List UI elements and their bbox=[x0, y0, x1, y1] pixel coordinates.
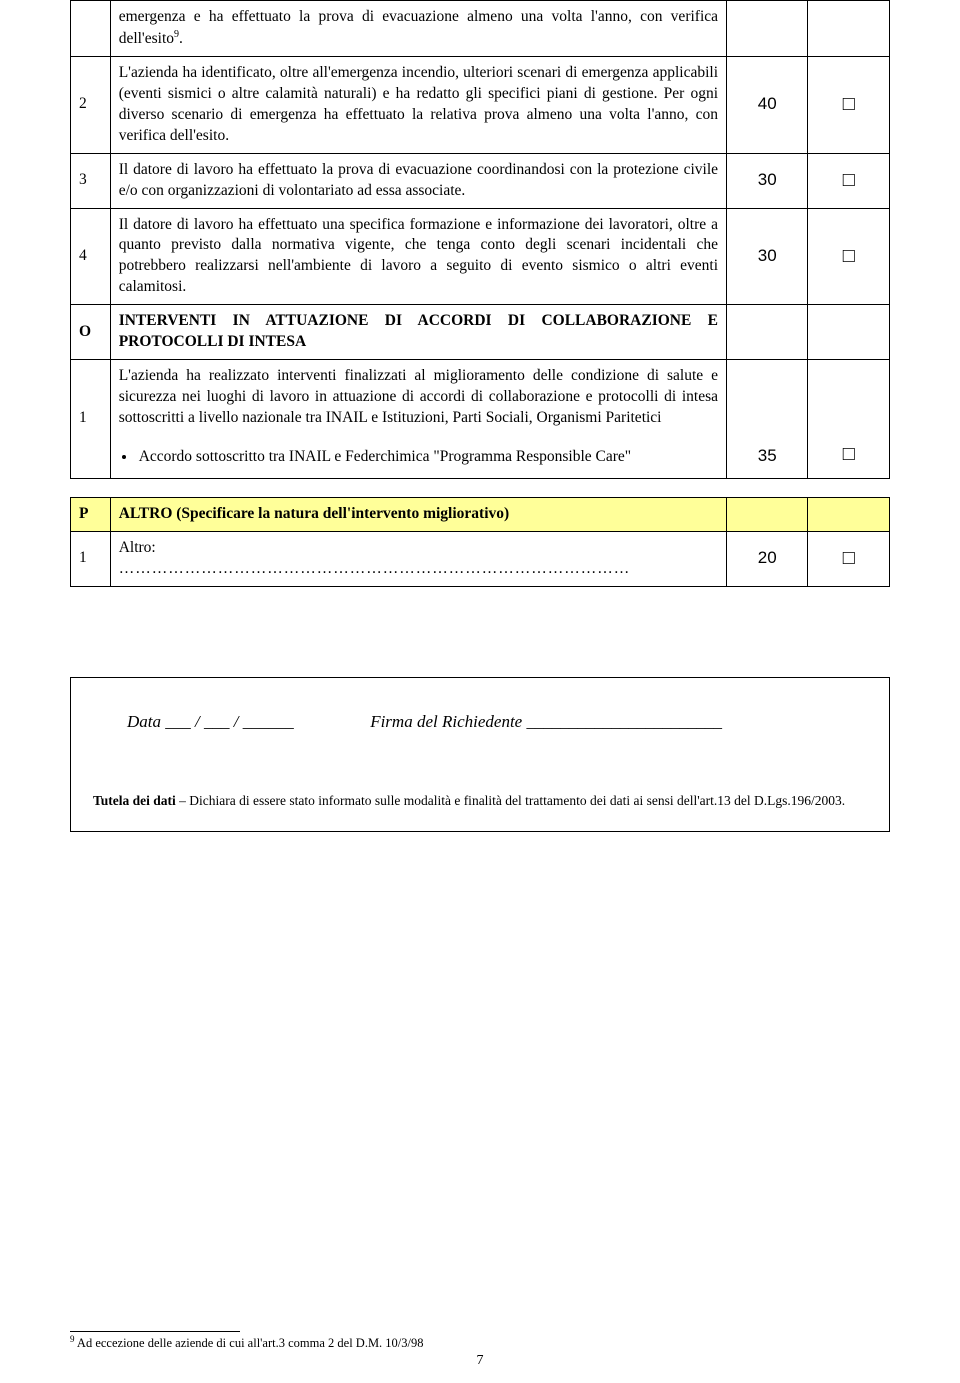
table-row: 3 Il datore di lavoro ha effettuato la p… bbox=[71, 153, 890, 208]
row-score bbox=[727, 497, 808, 531]
table-row: 1 Altro: …………………………………………………………………………………… bbox=[71, 531, 890, 586]
row-checkbox bbox=[808, 360, 890, 435]
footnote: 9 Ad eccezione delle aziende di cui all'… bbox=[70, 1334, 890, 1351]
footnote-separator bbox=[70, 1331, 240, 1332]
page-number: 7 bbox=[70, 1353, 890, 1369]
table-row-section-highlight: P ALTRO (Specificare la natura dell'inte… bbox=[71, 497, 890, 531]
bullet-list: Accordo sottoscritto tra INAIL e Federch… bbox=[137, 447, 718, 468]
table-row: 1 L'azienda ha realizzato interventi fin… bbox=[71, 360, 890, 435]
row-score: 20 bbox=[727, 531, 808, 586]
row-checkbox bbox=[808, 497, 890, 531]
row-checkbox[interactable] bbox=[808, 1, 890, 57]
row-description: Il datore di lavoro ha effettuato una sp… bbox=[110, 208, 726, 305]
row-score: 30 bbox=[727, 153, 808, 208]
table-row: 2 L'azienda ha identificato, oltre all'e… bbox=[71, 57, 890, 154]
signature-box: Data ___ / ___ / ______ Firma del Richie… bbox=[70, 677, 890, 833]
text: emergenza e ha effettuato la prova di ev… bbox=[119, 8, 718, 47]
row-score: 30 bbox=[727, 208, 808, 305]
row-score bbox=[727, 1, 808, 57]
row-description: L'azienda ha identificato, oltre all'eme… bbox=[110, 57, 726, 154]
row-number: 3 bbox=[71, 153, 111, 208]
row-number: 1 bbox=[71, 360, 111, 479]
row-description: L'azienda ha realizzato interventi final… bbox=[110, 360, 726, 435]
row-checkbox[interactable]: □ bbox=[808, 57, 890, 154]
main-table: emergenza e ha effettuato la prova di ev… bbox=[70, 0, 890, 479]
altro-label: Altro: bbox=[119, 539, 156, 556]
bullet-item: Accordo sottoscritto tra INAIL e Federch… bbox=[137, 447, 718, 468]
table-row-section: O INTERVENTI IN ATTUAZIONE DI ACCORDI DI… bbox=[71, 305, 890, 360]
secondary-table: P ALTRO (Specificare la natura dell'inte… bbox=[70, 497, 890, 587]
page: emergenza e ha effettuato la prova di ev… bbox=[0, 0, 960, 1383]
row-checkbox[interactable]: □ bbox=[808, 531, 890, 586]
table-row: 4 Il datore di lavoro ha effettuato una … bbox=[71, 208, 890, 305]
table-row: Accordo sottoscritto tra INAIL e Federch… bbox=[71, 435, 890, 479]
row-score bbox=[727, 305, 808, 360]
row-checkbox bbox=[808, 305, 890, 360]
row-description: emergenza e ha effettuato la prova di ev… bbox=[110, 1, 726, 57]
footnote-text: Ad eccezione delle aziende di cui all'ar… bbox=[75, 1336, 424, 1350]
fill-line[interactable]: ………………………………………………………………………………… bbox=[119, 560, 631, 577]
signature-field[interactable]: Firma del Richiedente __________________… bbox=[370, 712, 722, 731]
row-description: Il datore di lavoro ha effettuato la pro… bbox=[110, 153, 726, 208]
section-letter: O bbox=[71, 305, 111, 360]
row-number bbox=[71, 1, 111, 57]
row-score bbox=[727, 360, 808, 435]
section-title: INTERVENTI IN ATTUAZIONE DI ACCORDI DI C… bbox=[110, 305, 726, 360]
text: . bbox=[179, 30, 183, 47]
row-description: Altro: ………………………………………………………………………………… bbox=[110, 531, 726, 586]
row-score: 35 bbox=[727, 435, 808, 479]
row-number: 4 bbox=[71, 208, 111, 305]
row-checkbox[interactable]: □ bbox=[808, 208, 890, 305]
row-checkbox[interactable]: □ bbox=[808, 153, 890, 208]
row-score: 40 bbox=[727, 57, 808, 154]
privacy-notice: Tutela dei dati – Dichiara di essere sta… bbox=[93, 792, 867, 810]
row-number: 2 bbox=[71, 57, 111, 154]
date-field[interactable]: Data ___ / ___ / ______ bbox=[127, 712, 294, 731]
signature-line: Data ___ / ___ / ______ Firma del Richie… bbox=[93, 712, 867, 732]
table-row: emergenza e ha effettuato la prova di ev… bbox=[71, 1, 890, 57]
row-checkbox[interactable]: □ bbox=[808, 435, 890, 479]
privacy-label: Tutela dei dati bbox=[93, 793, 176, 808]
section-title: ALTRO (Specificare la natura dell'interv… bbox=[110, 497, 726, 531]
row-number: 1 bbox=[71, 531, 111, 586]
page-footer: 9 Ad eccezione delle aziende di cui all'… bbox=[70, 1331, 890, 1369]
privacy-text: – Dichiara di essere stato informato sul… bbox=[176, 793, 845, 808]
section-letter: P bbox=[71, 497, 111, 531]
row-bullet: Accordo sottoscritto tra INAIL e Federch… bbox=[110, 435, 726, 479]
